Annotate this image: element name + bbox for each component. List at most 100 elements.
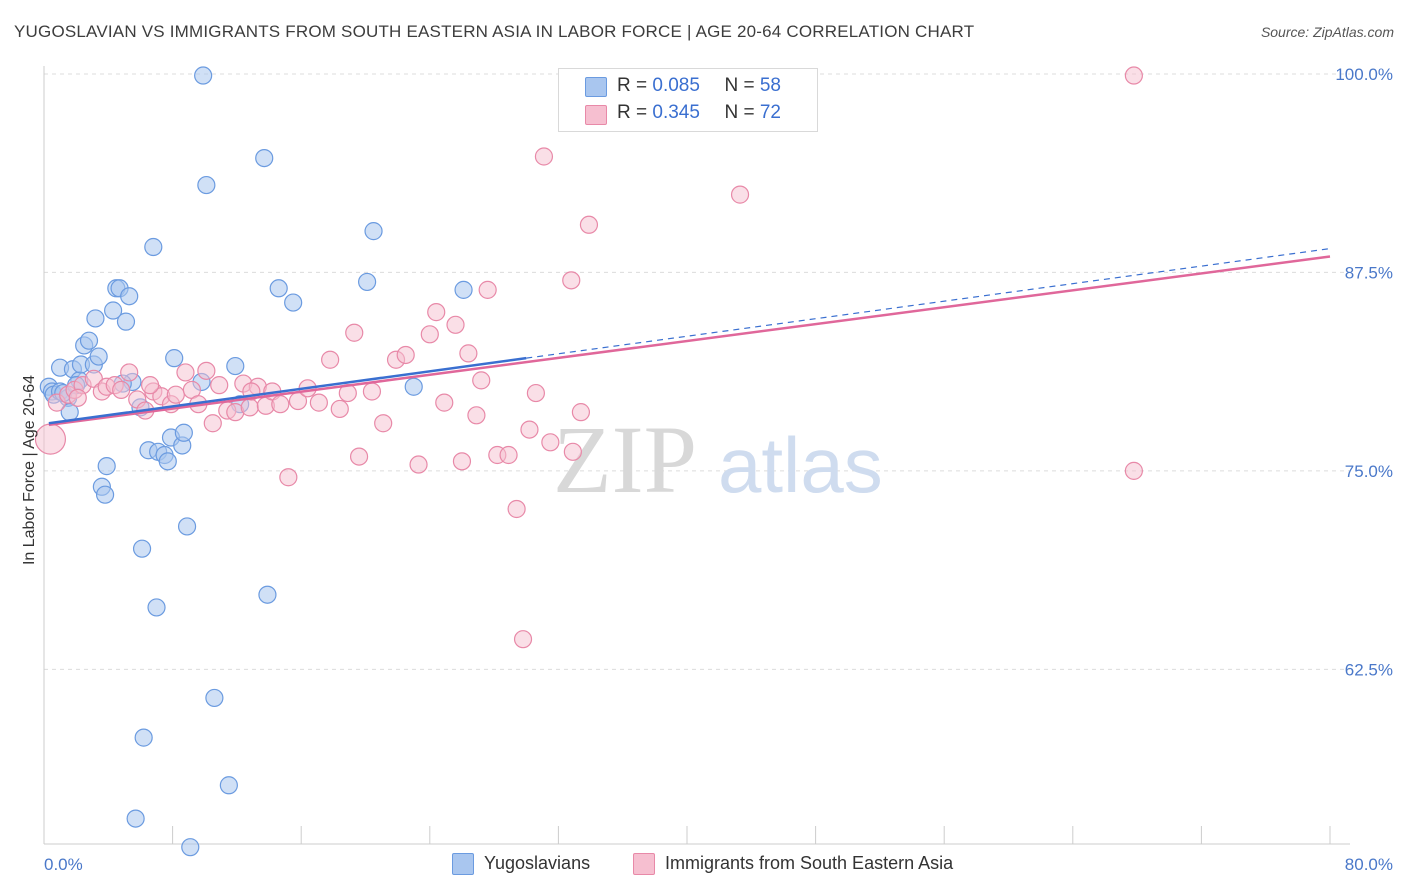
point-immigrants <box>120 363 139 382</box>
legend-label-immigrants: Immigrants from South Eastern Asia <box>665 853 954 873</box>
point-yugoslavians <box>104 301 123 320</box>
legend-r-value: 0.345 <box>652 102 700 123</box>
chart-title: YUGOSLAVIAN VS IMMIGRANTS FROM SOUTH EAS… <box>14 22 975 41</box>
source-label: Source: ZipAtlas.com <box>1260 24 1394 40</box>
point-yugoslavians <box>364 222 383 241</box>
point-immigrants <box>330 399 349 419</box>
point-immigrants <box>435 393 454 412</box>
point-immigrants <box>34 423 67 455</box>
point-yugoslavians <box>404 377 423 396</box>
point-immigrants <box>409 455 428 474</box>
y-axis-label: In Labor Force | Age 20-64 <box>21 375 38 565</box>
point-yugoslavians <box>116 312 136 331</box>
point-yugoslavians <box>95 485 115 504</box>
correlation-legend: R = 0.085 N = 58 R = 0.345 N = 72 <box>558 68 818 132</box>
point-yugoslavians <box>205 688 224 708</box>
legend-n-label: N = <box>724 75 760 96</box>
point-immigrants <box>730 185 750 204</box>
point-yugoslavians <box>134 728 153 747</box>
point-immigrants <box>427 303 446 322</box>
point-yugoslavians <box>89 347 108 366</box>
point-immigrants <box>459 344 478 363</box>
point-yugoslavians <box>158 452 177 471</box>
point-yugoslavians <box>120 287 139 306</box>
legend-swatch-immigrants <box>633 853 655 875</box>
point-yugoslavians <box>358 272 377 292</box>
point-yugoslavians <box>454 280 473 299</box>
point-immigrants <box>1124 66 1143 85</box>
trend-yugoslavians-extrapolated <box>526 247 1331 359</box>
point-immigrants <box>271 395 290 414</box>
point-immigrants <box>571 403 591 422</box>
point-immigrants <box>197 361 216 380</box>
point-yugoslavians <box>79 331 99 350</box>
point-immigrants <box>240 398 259 417</box>
legend-swatch-yugoslavians <box>585 77 607 97</box>
point-immigrants <box>452 452 472 471</box>
y-tick-label: 100.0% <box>1335 65 1393 84</box>
point-immigrants <box>112 380 131 400</box>
point-immigrants <box>68 388 87 407</box>
trend-lines <box>48 247 1331 427</box>
point-yugoslavians <box>226 356 245 376</box>
point-yugoslavians <box>147 598 166 617</box>
watermark: ZIP atlas <box>553 406 883 513</box>
point-immigrants <box>513 630 533 649</box>
y-tick-label: 62.5% <box>1345 660 1393 679</box>
point-yugoslavians <box>97 457 116 476</box>
legend-r-label: R = <box>617 75 653 96</box>
y-tick-label: 87.5% <box>1345 263 1393 282</box>
point-yugoslavians <box>177 517 197 536</box>
point-yugoslavians <box>86 309 105 328</box>
point-yugoslavians <box>219 776 238 795</box>
point-immigrants <box>203 414 222 433</box>
point-yugoslavians <box>269 279 288 298</box>
point-immigrants <box>396 345 415 365</box>
legend-row-yugoslavians: R = 0.085 N = 58 <box>617 75 781 99</box>
point-immigrants <box>349 447 369 466</box>
point-immigrants <box>140 376 160 395</box>
point-immigrants <box>562 271 581 290</box>
tick-labels: 62.5% 75.0% 87.5% 100.0% 0.0% 80.0% <box>44 65 1393 874</box>
point-immigrants <box>563 442 582 461</box>
legend-row-immigrants: R = 0.345 N = 72 <box>617 102 781 126</box>
point-yugoslavians <box>132 539 152 558</box>
point-yugoslavians <box>126 809 145 828</box>
point-immigrants <box>579 215 599 234</box>
point-immigrants <box>176 363 195 382</box>
trend-immigrants <box>48 255 1331 427</box>
point-immigrants <box>279 468 298 487</box>
point-immigrants <box>166 385 185 404</box>
point-immigrants <box>478 280 497 299</box>
legend-label-yugoslavians: Yugoslavians <box>484 853 591 873</box>
y-tick-label: 75.0% <box>1345 462 1393 481</box>
legend-swatch-immigrants <box>585 105 607 125</box>
legend-swatch-yugoslavians <box>452 853 474 875</box>
point-immigrants <box>420 325 439 344</box>
point-immigrants <box>309 393 328 412</box>
series-legend: Yugoslavians Immigrants from South Easte… <box>0 852 1406 878</box>
legend-r-label: R = <box>617 102 653 123</box>
point-yugoslavians <box>197 175 216 195</box>
point-immigrants <box>526 383 545 403</box>
point-immigrants <box>374 414 393 433</box>
point-immigrants <box>446 315 465 334</box>
point-immigrants <box>472 371 491 390</box>
axes <box>43 66 1350 845</box>
legend-r-value: 0.085 <box>652 75 700 96</box>
point-yugoslavians <box>255 148 274 168</box>
point-immigrants <box>467 406 486 425</box>
point-immigrants <box>534 147 554 166</box>
x-tick-label: 0.0% <box>44 855 83 874</box>
x-tick-label: 80.0% <box>1345 855 1393 874</box>
point-immigrants <box>499 445 518 465</box>
point-immigrants <box>210 376 229 395</box>
legend-n-label: N = <box>724 102 760 123</box>
legend-n-value: 72 <box>759 102 781 123</box>
point-yugoslavians <box>284 293 303 312</box>
point-yugoslavians <box>174 423 193 442</box>
point-immigrants <box>520 420 539 439</box>
point-immigrants <box>1124 461 1143 480</box>
point-immigrants <box>541 433 560 452</box>
